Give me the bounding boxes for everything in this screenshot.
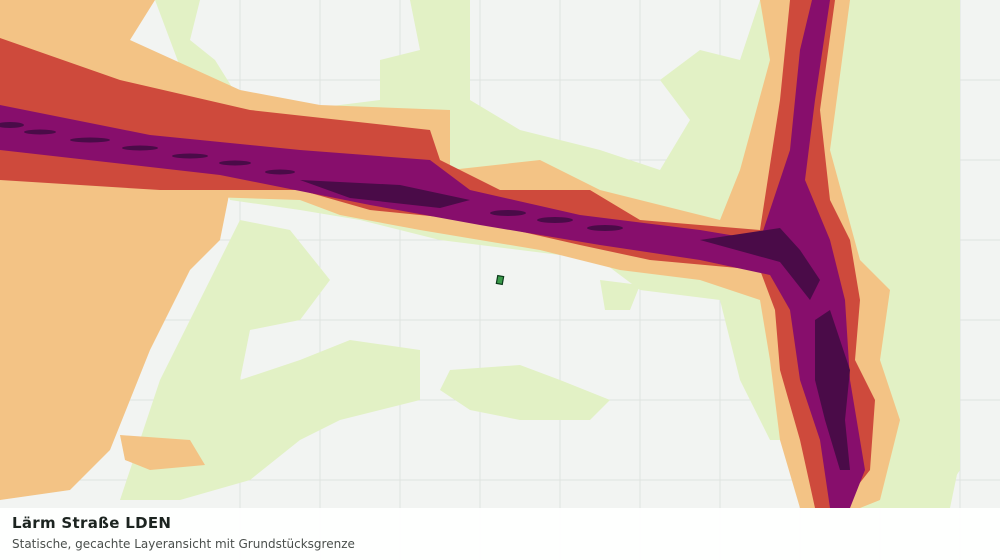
layer-subtitle: Statische, gecachte Layeransicht mit Gru… xyxy=(12,537,355,551)
caption-bar: Lärm Straße LDEN Statische, gecachte Lay… xyxy=(0,508,1000,560)
layer-title: Lärm Straße LDEN xyxy=(12,514,172,532)
